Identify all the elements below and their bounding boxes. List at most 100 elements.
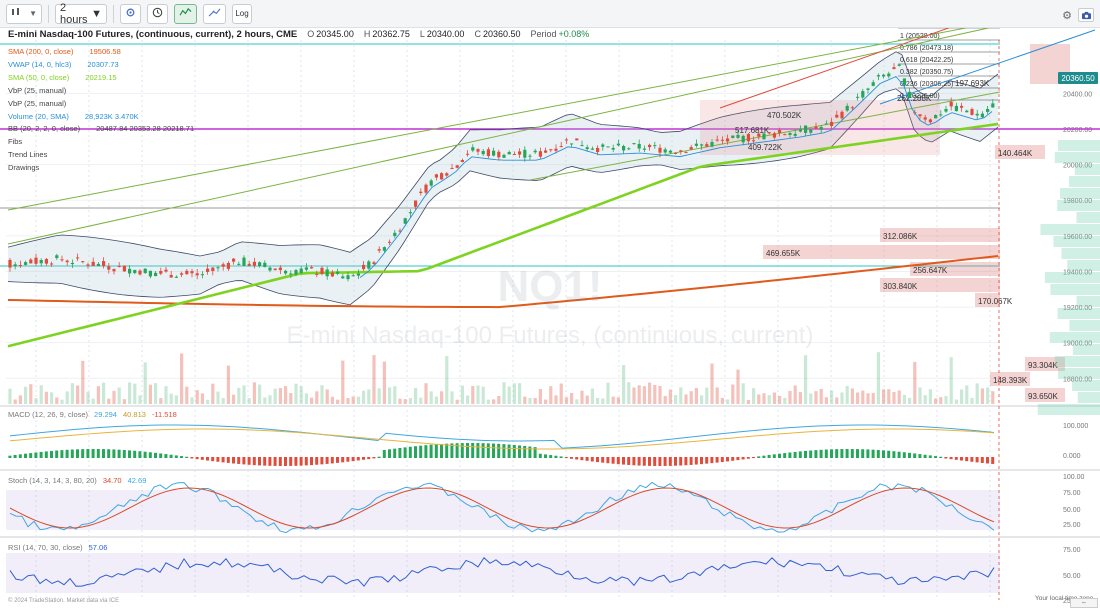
volume-profile-bar-green	[1076, 296, 1100, 307]
candle-body	[908, 91, 912, 98]
legend-row[interactable]: Drawings	[8, 162, 194, 175]
fib-level-label: 0.382 (20350.75)	[900, 69, 953, 76]
indicators-button[interactable]	[174, 3, 197, 24]
macd-histogram-bar	[913, 453, 917, 458]
candle-body	[232, 258, 236, 262]
legend-row[interactable]: VbP (25, manual)	[8, 85, 194, 98]
legend-row[interactable]: Fibs	[8, 136, 194, 149]
settings-button[interactable]	[120, 3, 141, 24]
candle-body	[471, 147, 475, 151]
volume-bar	[294, 383, 298, 404]
watermark-name: E-mini Nasdaq-100 Futures, (continuous, …	[286, 322, 814, 349]
candle-body	[200, 274, 204, 276]
log-scale-button[interactable]: Log	[232, 3, 252, 24]
candle-body	[970, 109, 974, 115]
volume-bar	[247, 398, 251, 404]
candle-body	[460, 160, 464, 162]
legend-row[interactable]: Trend Lines	[8, 149, 194, 162]
volume-bar	[232, 394, 236, 404]
toolbar: ▼ 2 hours ▼ Log	[0, 0, 1100, 28]
interval-dropdown[interactable]: 2 hours ▼	[55, 2, 107, 26]
legend-row[interactable]: VWAP (14, 0, hlc3) 20307.73	[8, 59, 194, 72]
macd-histogram-bar	[310, 457, 313, 466]
macd-histogram-bar	[700, 457, 703, 465]
volume-bar	[497, 396, 501, 404]
candle-body	[263, 262, 267, 268]
macd-legend[interactable]: MACD (12, 26, 9, close) 29.294 40.813 -1…	[8, 410, 177, 419]
candle-body	[117, 266, 121, 268]
macd-histogram-bar	[871, 449, 875, 458]
price-axis-label: 19200.00	[1063, 305, 1092, 312]
candle-body	[419, 191, 423, 193]
volume-bar	[908, 397, 912, 404]
legend-row[interactable]: BB (20, 2, 2, 0, close) 20487.84 20353.28…	[8, 123, 194, 136]
volume-profile-bar-green	[1069, 176, 1100, 187]
volume-bar	[939, 397, 943, 404]
macd-histogram-bar	[8, 455, 12, 458]
macd-histogram-bar	[954, 457, 958, 460]
legend-name: Drawings	[8, 163, 40, 173]
volume-bar	[726, 399, 730, 404]
time-scale-control[interactable]: ⇔	[1070, 598, 1098, 608]
macd-histogram-bar	[388, 449, 391, 458]
candle-body	[642, 148, 646, 150]
macd-histogram-bar	[414, 446, 417, 458]
local-time-zone-link[interactable]: Your local time zone	[1035, 595, 1094, 602]
volume-bar	[507, 386, 511, 404]
macd-histogram-bar	[138, 451, 142, 458]
macd-histogram-bar	[866, 449, 870, 458]
volume-bar	[580, 390, 584, 404]
macd-histogram-bar	[60, 450, 64, 458]
volume-profile-bar-green	[1049, 332, 1100, 343]
candle-body	[18, 265, 22, 267]
macd-histogram-bar	[34, 452, 38, 458]
trend-line	[879, 29, 1096, 105]
legend-row[interactable]: SMA (200, 0, close) 19506.58	[8, 46, 194, 59]
volume-bar	[585, 395, 589, 404]
macd-histogram-bar	[159, 453, 163, 458]
candle-body	[39, 260, 43, 264]
candle-body	[367, 261, 371, 269]
volume-profile-bar-green	[1074, 164, 1100, 175]
volume-bar	[627, 382, 631, 404]
macd-histogram-bar	[518, 445, 521, 458]
candle-body	[434, 174, 438, 178]
rsi-legend[interactable]: RSI (14, 70, 30, close) 57.06	[8, 543, 108, 552]
volume-bar	[455, 399, 459, 404]
macd-histogram-bar	[471, 443, 475, 458]
legend-row[interactable]: VbP (25, manual)	[8, 98, 194, 111]
macd-histogram-bar	[315, 457, 319, 465]
macd-histogram-bar	[637, 457, 641, 466]
macd-histogram-bar	[965, 457, 969, 462]
macd-histogram-bar	[746, 457, 750, 459]
macd-histogram-bar	[882, 450, 885, 458]
stoch-axis-label: 50.00	[1063, 507, 1081, 514]
volume-profile-bar-green	[1037, 404, 1100, 415]
volume-bar	[320, 385, 324, 404]
macd-histogram-bar	[960, 457, 963, 461]
macd-histogram-bar	[840, 449, 844, 458]
volume-bar	[190, 397, 194, 404]
macd-histogram-bar	[143, 451, 147, 458]
volume-bar	[788, 390, 792, 404]
candle-body	[174, 276, 178, 278]
stoch-legend[interactable]: Stoch (14, 3, 14, 3, 80, 20) 34.70 42.69	[8, 476, 147, 485]
volume-bar	[689, 391, 693, 404]
candle-body	[596, 147, 600, 153]
candle-body	[237, 263, 241, 265]
gear-icon[interactable]: ⚙	[1062, 9, 1072, 22]
legend-row[interactable]: SMA (50, 0, close) 20219.15	[8, 72, 194, 85]
volume-bar	[897, 390, 901, 404]
volume-bar	[856, 392, 860, 404]
volume-bar	[845, 385, 849, 404]
session-button[interactable]	[147, 3, 168, 24]
legend-row[interactable]: Volume (20, SMA) 28,923K 3.470K	[8, 111, 194, 124]
volume-bar	[164, 386, 168, 404]
volume-bar	[315, 391, 319, 404]
volume-bar	[362, 390, 366, 404]
drawing-tools-button[interactable]	[203, 3, 226, 24]
copyright-text: © 2024 TradeStation. Market data via ICE	[8, 598, 120, 604]
chart-type-dropdown[interactable]: ▼	[6, 3, 42, 24]
camera-icon[interactable]	[1078, 8, 1094, 22]
